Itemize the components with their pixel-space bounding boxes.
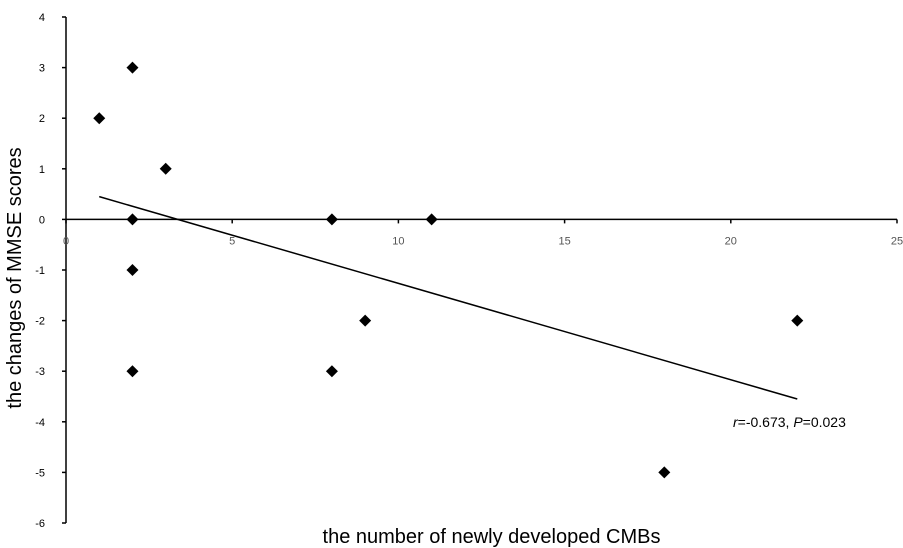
r-symbol: r bbox=[733, 414, 739, 430]
p-value: =0.023 bbox=[803, 414, 846, 430]
y-tick-label: -6 bbox=[35, 518, 45, 530]
data-point bbox=[658, 466, 671, 479]
y-tick-label: 4 bbox=[39, 12, 45, 24]
axes-group: -6 -5 -4 -3 -2 -1 0 1 2 3 4 0 5 10 15 20 25 bbox=[35, 12, 903, 530]
y-tick-label: 0 bbox=[39, 214, 45, 226]
x-axis-label: the number of newly developed CMBs bbox=[323, 526, 661, 548]
y-tick-label: -4 bbox=[35, 417, 45, 429]
data-point bbox=[159, 162, 172, 175]
x-tick-label: 25 bbox=[891, 235, 903, 247]
data-point bbox=[93, 112, 106, 125]
points-group bbox=[93, 61, 804, 479]
p-symbol: P bbox=[793, 414, 803, 430]
labels-group: the number of newly developed CMBs the c… bbox=[4, 147, 846, 548]
data-point bbox=[126, 365, 139, 378]
trendline bbox=[99, 195, 798, 400]
x-tick-label: 0 bbox=[63, 235, 69, 247]
r-value: =-0.673, bbox=[738, 414, 794, 430]
y-tick-label: -3 bbox=[35, 366, 45, 378]
y-tick-label: 3 bbox=[39, 63, 45, 75]
x-tick-label: 20 bbox=[725, 235, 737, 247]
data-point bbox=[325, 213, 338, 226]
correlation-annotation: r=-0.673, P=0.023 bbox=[733, 414, 846, 430]
x-tick-label: 15 bbox=[558, 235, 570, 247]
data-point bbox=[325, 365, 338, 378]
data-point bbox=[359, 314, 372, 327]
y-tick-label: 1 bbox=[39, 164, 45, 176]
trendline-group bbox=[99, 195, 798, 400]
data-point bbox=[126, 61, 139, 74]
data-point bbox=[126, 213, 139, 226]
y-tick-label: 2 bbox=[39, 113, 45, 125]
data-point bbox=[425, 213, 438, 226]
data-point bbox=[791, 314, 804, 327]
y-tick-label: -1 bbox=[35, 265, 45, 277]
x-tick-label: 5 bbox=[229, 235, 235, 247]
y-tick-label: -5 bbox=[35, 467, 45, 479]
y-tick-label: -2 bbox=[35, 316, 45, 328]
data-point bbox=[126, 264, 139, 276]
x-tick-label: 10 bbox=[392, 235, 404, 247]
y-axis-label: the changes of MMSE scores bbox=[4, 147, 26, 408]
